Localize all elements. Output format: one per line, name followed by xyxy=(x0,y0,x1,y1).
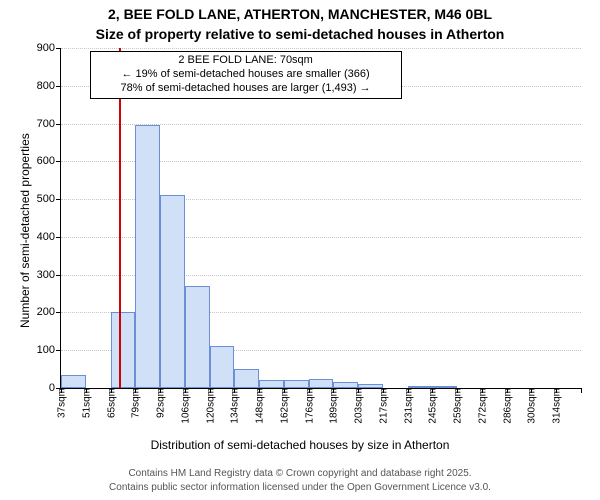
histogram-bar xyxy=(259,380,284,388)
xtick-label: 231sqm xyxy=(401,388,414,424)
y-axis-title: Number of semi-detached properties xyxy=(18,133,32,328)
xtick-label: 245sqm xyxy=(426,388,439,424)
histogram-bar xyxy=(210,346,235,388)
xtick-label: 120sqm xyxy=(203,388,216,424)
ytick-label: 800 xyxy=(37,80,61,92)
property-marker-line xyxy=(119,48,121,388)
ytick-label: 400 xyxy=(37,231,61,243)
ytick-label: 600 xyxy=(37,155,61,167)
ytick-label: 300 xyxy=(37,269,61,281)
histogram-bar xyxy=(135,125,160,388)
histogram-bar xyxy=(234,369,259,388)
xtick-label: 300sqm xyxy=(525,388,538,424)
histogram-bar xyxy=(185,286,210,388)
ytick-label: 900 xyxy=(37,42,61,54)
gridline xyxy=(61,124,581,125)
xtick-label: 203sqm xyxy=(352,388,365,424)
chart-title-main: 2, BEE FOLD LANE, ATHERTON, MANCHESTER, … xyxy=(0,6,600,22)
xtick-label: 148sqm xyxy=(253,388,266,424)
plot-area: 010020030040050060070080090037sqm51sqm65… xyxy=(60,48,581,389)
histogram-bar xyxy=(111,312,136,388)
histogram-bar xyxy=(284,380,309,388)
xtick-label: 314sqm xyxy=(550,388,563,424)
xtick-label: 259sqm xyxy=(451,388,464,424)
xtick-mark xyxy=(581,388,582,393)
ytick-label: 500 xyxy=(37,193,61,205)
annotation-box: 2 BEE FOLD LANE: 70sqm ← 19% of semi-det… xyxy=(90,51,402,98)
ytick-label: 700 xyxy=(37,118,61,130)
gridline xyxy=(61,48,581,49)
xtick-label: 134sqm xyxy=(228,388,241,424)
xtick-label: 51sqm xyxy=(79,388,92,418)
annotation-line-1: 2 BEE FOLD LANE: 70sqm xyxy=(95,54,397,68)
chart-title-sub: Size of property relative to semi-detach… xyxy=(0,26,600,42)
footer-line-2: Contains public sector information licen… xyxy=(0,482,600,493)
annotation-line-2: ← 19% of semi-detached houses are smalle… xyxy=(95,68,397,82)
xtick-label: 65sqm xyxy=(104,388,117,418)
histogram-bar xyxy=(160,195,185,388)
xtick-label: 217sqm xyxy=(376,388,389,424)
x-axis-title: Distribution of semi-detached houses by … xyxy=(0,438,600,452)
ytick-label: 100 xyxy=(37,344,61,356)
chart-container: 2, BEE FOLD LANE, ATHERTON, MANCHESTER, … xyxy=(0,0,600,500)
xtick-label: 92sqm xyxy=(154,388,167,418)
xtick-label: 106sqm xyxy=(178,388,191,424)
xtick-label: 176sqm xyxy=(302,388,315,424)
ytick-label: 200 xyxy=(37,306,61,318)
xtick-label: 37sqm xyxy=(55,388,68,418)
xtick-label: 286sqm xyxy=(500,388,513,424)
xtick-label: 272sqm xyxy=(475,388,488,424)
histogram-bar xyxy=(61,375,86,388)
xtick-label: 162sqm xyxy=(277,388,290,424)
xtick-label: 79sqm xyxy=(129,388,142,418)
annotation-line-3: 78% of semi-detached houses are larger (… xyxy=(95,82,397,96)
footer-line-1: Contains HM Land Registry data © Crown c… xyxy=(0,468,600,479)
histogram-bar xyxy=(309,379,334,388)
xtick-label: 189sqm xyxy=(327,388,340,424)
